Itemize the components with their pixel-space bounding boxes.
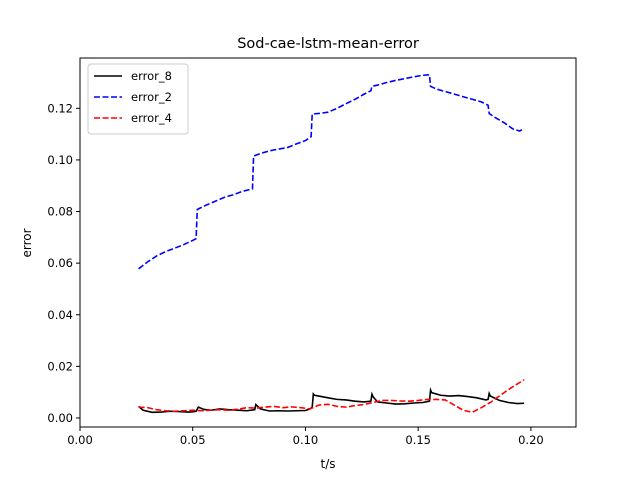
- y-tick-label: 0.06: [47, 256, 73, 270]
- y-tick-label: 0.04: [47, 308, 73, 322]
- x-tick-label: 0.20: [518, 433, 544, 447]
- x-tick-label: 0.00: [67, 433, 93, 447]
- series-line-error_8: [138, 386, 525, 414]
- y-tick-label: 0.02: [47, 359, 73, 373]
- legend-box: [87, 63, 189, 135]
- x-axis-label: t/s: [321, 457, 336, 471]
- x-tick-label: 0.05: [180, 433, 206, 447]
- x-tick-label: 0.10: [293, 433, 319, 447]
- x-tick-label: 0.15: [405, 433, 431, 447]
- y-tick-label: 0.12: [47, 101, 73, 115]
- series-line-error_4: [138, 379, 525, 414]
- legend-label-error_2: error_2: [131, 90, 172, 104]
- y-tick-label: 0.08: [47, 205, 73, 219]
- legend-label-error_8: error_8: [131, 69, 172, 83]
- legend: error_8 error_2 error_4: [87, 63, 189, 135]
- y-tick-label: 0.00: [47, 411, 73, 425]
- y-tick-label: 0.10: [47, 153, 73, 167]
- axes-frame: [79, 57, 577, 428]
- legend-label-error_4: error_4: [131, 111, 172, 125]
- plot-area: 0.00 0.05 0.10 0.15 0.20 0.00 0.02 0.04 0.06 0.08…: [47, 57, 577, 447]
- series-line-error_2: [138, 73, 525, 270]
- chart-title: Sod-cae-lstm-mean-error: [237, 36, 419, 52]
- y-axis-label: error: [20, 228, 34, 257]
